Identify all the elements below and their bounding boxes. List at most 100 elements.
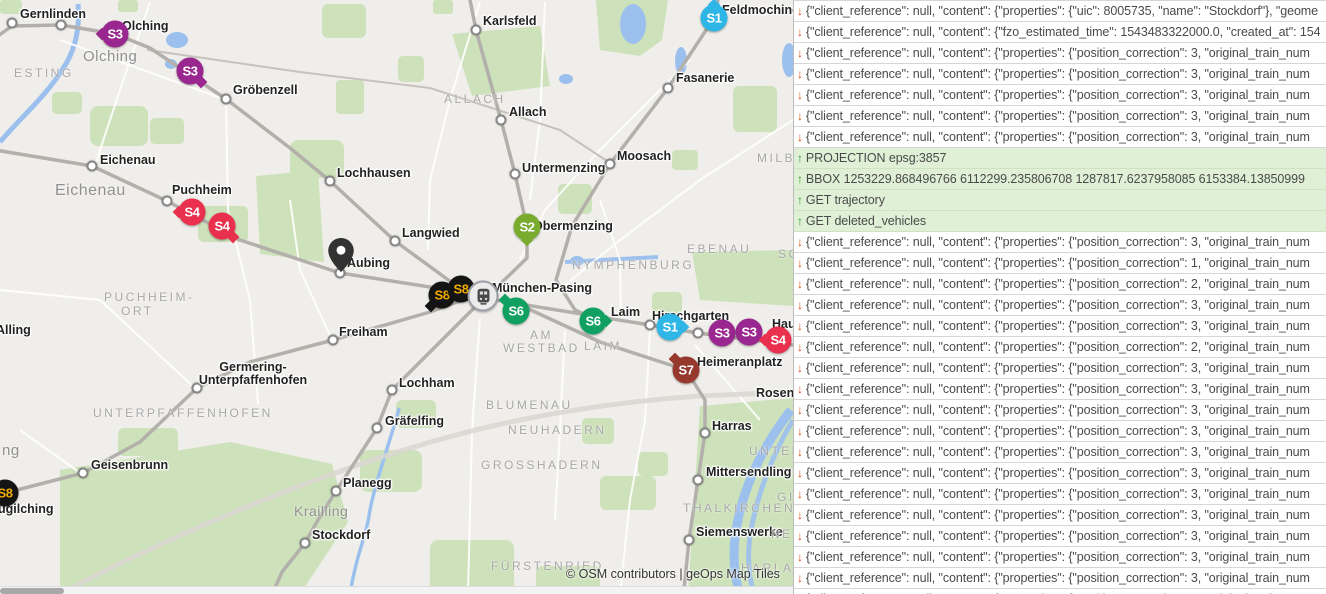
log-row[interactable]: ↓{"client_reference": null, "content": {… xyxy=(794,442,1326,463)
area-label: THALKIRCHEN xyxy=(683,501,793,515)
station-label: Aubing xyxy=(347,256,391,270)
log-message-text: BBOX 1253229.868496766 6112299.235806708… xyxy=(805,172,1305,186)
vehicle-badge-s4[interactable]: S4 xyxy=(208,212,240,244)
horizontal-scrollbar[interactable] xyxy=(0,586,793,594)
log-row[interactable]: ↓{"client_reference": null, "content": {… xyxy=(794,1,1326,22)
log-row[interactable]: ↓{"client_reference": null, "content": {… xyxy=(794,547,1326,568)
vehicle-badge-s3[interactable]: S3 xyxy=(735,318,763,346)
log-row[interactable]: ↓{"client_reference": null, "content": {… xyxy=(794,421,1326,442)
arrow-down-icon: ↓ xyxy=(797,67,803,81)
arrow-down-icon: ↓ xyxy=(797,466,803,480)
log-row[interactable]: ↓{"client_reference": null, "content": {… xyxy=(794,526,1326,547)
vehicle-badge-s4[interactable]: S4 xyxy=(172,198,206,226)
location-pin-icon[interactable] xyxy=(328,238,354,277)
vehicle-badge-s4[interactable]: S4 xyxy=(758,326,792,354)
log-message-text: {"client_reference": null, "content": {"… xyxy=(805,46,1310,60)
log-row[interactable]: ↑ BBOX 1253229.868496766 6112299.23580670… xyxy=(794,169,1326,190)
log-row[interactable]: ↓{"client_reference": null, "content": {… xyxy=(794,43,1326,64)
log-row[interactable]: ↓{"client_reference": null, "content": {… xyxy=(794,22,1326,43)
log-row[interactable]: ↓{"client_reference": null, "content": {… xyxy=(794,400,1326,421)
station-label: Feldmoching xyxy=(722,3,793,17)
badge-label: S6 xyxy=(585,313,601,329)
log-row[interactable]: ↓{"client_reference": null, "content": {… xyxy=(794,274,1326,295)
log-row[interactable]: ↓{"client_reference": null, "content": {… xyxy=(794,568,1326,589)
station-marker xyxy=(604,158,616,170)
station-label: Allach xyxy=(509,105,547,119)
arrow-down-icon: ↓ xyxy=(797,4,803,18)
log-row[interactable]: ↓{"client_reference": null, "content": {… xyxy=(794,85,1326,106)
log-message-text: {"client_reference": null, "content": {"… xyxy=(805,67,1310,81)
log-row[interactable]: ↓{"client_reference": null, "content": {… xyxy=(794,316,1326,337)
log-row[interactable]: ↓{"client_reference": null, "content": {… xyxy=(794,295,1326,316)
arrow-down-icon: ↓ xyxy=(797,508,803,522)
arrow-up-icon: ↑ xyxy=(797,193,803,207)
websocket-log-panel[interactable]: ↓ {"client_reference": null, "content": {… xyxy=(793,0,1326,594)
area-label: ORT xyxy=(121,304,154,318)
log-row[interactable]: ↓{"client_reference": null, "content": {… xyxy=(794,379,1326,400)
vehicle-badge-s6[interactable]: S6 xyxy=(579,307,613,335)
badge-label: S4 xyxy=(770,332,786,348)
log-row[interactable]: ↑ PROJECTION epsg:3857 xyxy=(794,148,1326,169)
vehicle-badge-s1[interactable]: S1 xyxy=(700,0,728,32)
vehicle-badge-s3[interactable]: S3 xyxy=(708,319,736,347)
badge-label: S1 xyxy=(662,319,678,335)
arrow-down-icon: ↓ xyxy=(797,25,803,39)
station-label: Obermenzing xyxy=(533,219,613,233)
station-marker xyxy=(371,422,383,434)
station-label: Puchheim xyxy=(172,183,232,197)
log-message-text: {"client_reference": null, "content": {"… xyxy=(805,445,1310,459)
station-label: Lochham xyxy=(399,376,455,390)
log-row[interactable]: ↓{"client_reference": null, "content": {… xyxy=(794,505,1326,526)
log-row[interactable]: ↓{"client_reference": null, "content": {… xyxy=(794,463,1326,484)
log-message-text: {"client_reference": null, "content": {"… xyxy=(805,235,1310,249)
tram-vehicle-icon[interactable] xyxy=(467,280,499,312)
station-marker xyxy=(55,19,67,31)
arrow-down-icon: ↓ xyxy=(797,235,803,249)
map-canvas xyxy=(0,0,793,594)
station-marker xyxy=(683,534,695,546)
map-motorway xyxy=(58,389,793,594)
vehicle-badge-s2[interactable]: S2 xyxy=(513,213,541,247)
badge-label: S3 xyxy=(107,26,123,42)
station-marker xyxy=(386,384,398,396)
vehicle-badge-s7[interactable]: S7 xyxy=(668,352,700,384)
log-row[interactable]: ↓{"client_reference": null, "content": {… xyxy=(794,589,1326,594)
scrollbar-thumb[interactable] xyxy=(0,588,64,594)
vehicle-badge-s3[interactable]: S3 xyxy=(176,57,208,89)
vehicle-badge-s3[interactable]: S3 xyxy=(95,20,129,48)
station-label: Karlsfeld xyxy=(483,14,537,28)
badge-label: S7 xyxy=(678,362,694,378)
arrow-down-icon: ↓ xyxy=(797,361,803,375)
station-label: Fasanerie xyxy=(676,71,735,85)
station-label: Planegg xyxy=(343,476,392,490)
station-label: Germering- Unterpfaffenhofen xyxy=(198,360,308,387)
arrow-down-icon: ↓ xyxy=(797,319,803,333)
vehicle-badge-s1[interactable]: S1 xyxy=(656,313,690,341)
badge-label: S3 xyxy=(182,63,198,79)
area-label: GIE xyxy=(777,490,793,504)
log-row[interactable]: ↓{"client_reference": null, "content": {… xyxy=(794,127,1326,148)
area-label: ALLACH xyxy=(444,92,506,106)
log-row[interactable]: ↓{"client_reference": null, "content": {… xyxy=(794,64,1326,85)
log-row[interactable]: ↓{"client_reference": null, "content": {… xyxy=(794,232,1326,253)
log-message-text: {"client_reference": null, "content": {"… xyxy=(805,298,1310,312)
map-attribution[interactable]: © OSM contributors | geOps Map Tiles xyxy=(566,567,780,581)
station-marker xyxy=(495,114,507,126)
station-label: Eichenau xyxy=(100,153,156,167)
log-row[interactable]: ↓{"client_reference": null, "content": {… xyxy=(794,337,1326,358)
map-view[interactable]: Gernlinden Olching Gröbenzell Karlsfeld Feld… xyxy=(0,0,793,594)
vehicle-badge-s6[interactable]: S6 xyxy=(498,293,530,325)
vehicle-badge-s8[interactable]: S8 xyxy=(0,479,19,507)
log-row[interactable]: ↓{"client_reference": null, "content": {… xyxy=(794,358,1326,379)
log-row[interactable]: ↑ GET deleted_vehicles xyxy=(794,211,1326,232)
log-row[interactable]: ↓{"client_reference": null, "content": {… xyxy=(794,484,1326,505)
arrow-down-icon: ↓ xyxy=(797,109,803,123)
station-label: Langwied xyxy=(402,226,460,240)
log-row[interactable]: ↓{"client_reference": null, "content": {… xyxy=(794,253,1326,274)
station-marker xyxy=(692,327,704,339)
area-label: NEUHADERN xyxy=(508,423,607,437)
log-row[interactable]: ↑ GET trajectory xyxy=(794,190,1326,211)
log-row[interactable]: ↓{"client_reference": null, "content": {… xyxy=(794,106,1326,127)
log-message-text: {"client_reference": null, "content": {"… xyxy=(805,403,1310,417)
